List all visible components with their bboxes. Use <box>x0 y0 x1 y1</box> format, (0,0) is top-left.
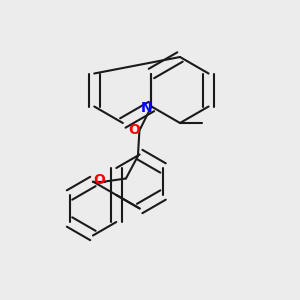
Text: N: N <box>141 101 153 115</box>
Text: O: O <box>94 173 106 187</box>
Text: O: O <box>128 123 140 137</box>
